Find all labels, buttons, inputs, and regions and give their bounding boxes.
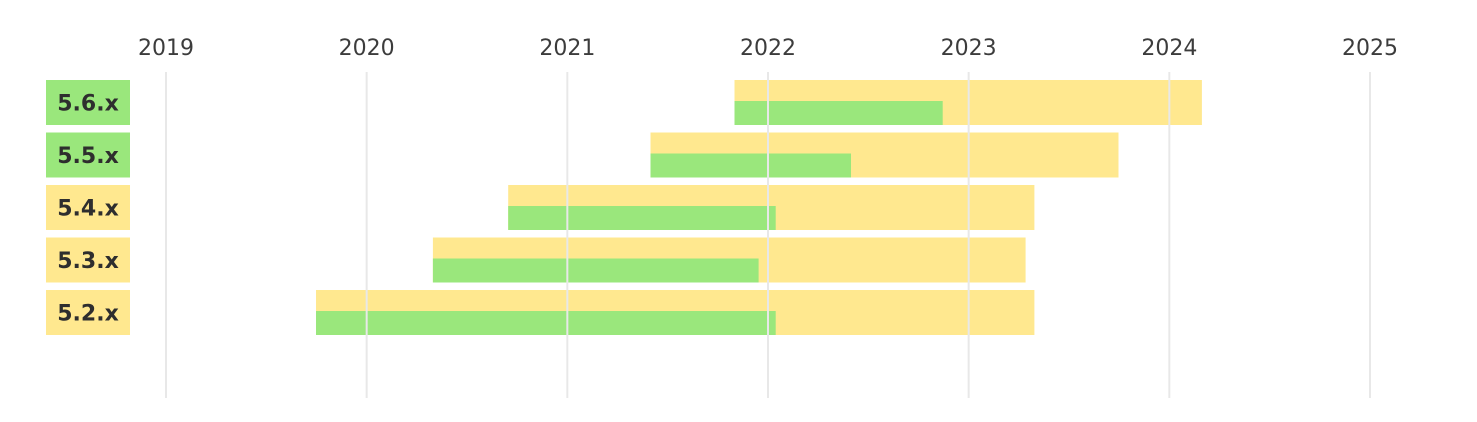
version-label-5.2.x: 5.2.x [57, 302, 119, 327]
bar-active-5.5.x [650, 153, 851, 178]
bar-active-5.4.x [508, 206, 776, 230]
x-axis-ticks: 2019 2020 2021 2022 2023 2024 2025 [138, 36, 1398, 61]
version-label-5.3.x: 5.3.x [57, 249, 119, 274]
x-tick-label-2020: 2020 [339, 36, 395, 61]
x-tick-label-2022: 2022 [740, 36, 796, 61]
version-label-box-5.3.x [46, 237, 130, 283]
x-tick-label-2024: 2024 [1141, 36, 1197, 61]
x-tick-label-2019: 2019 [138, 36, 194, 61]
x-tick-label-2023: 2023 [941, 36, 997, 61]
bar-active-5.2.x [316, 311, 776, 335]
version-bars [165, 72, 1371, 398]
version-label-5.5.x: 5.5.x [57, 144, 119, 169]
version-label-5.4.x: 5.4.x [57, 197, 119, 222]
version-label-5.6.x: 5.6.x [57, 92, 119, 117]
version-labels: 5.6.x 5.5.x 5.4.x 5.3.x 5.2.x [46, 80, 130, 335]
bar-active-5.6.x [734, 101, 943, 125]
version-label-box-5.4.x [46, 185, 130, 230]
x-tick-label-2025: 2025 [1342, 36, 1398, 61]
bar-active-5.3.x [432, 258, 759, 283]
version-label-box-5.5.x [46, 132, 130, 178]
version-label-box-5.2.x [46, 290, 130, 335]
x-tick-label-2021: 2021 [539, 36, 595, 61]
version-label-box-5.6.x [46, 80, 130, 125]
